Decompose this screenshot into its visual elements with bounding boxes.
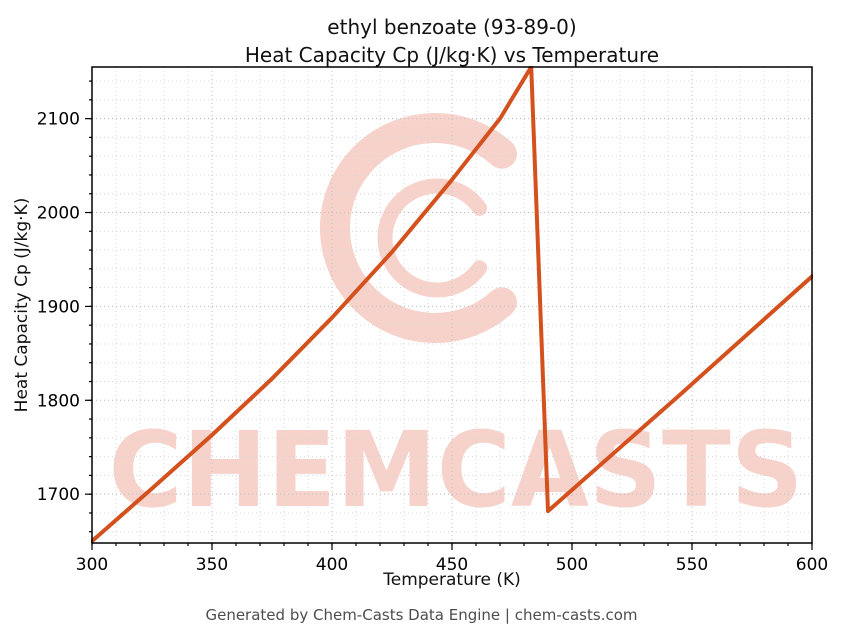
chart-title: ethyl benzoate (93-89-0) Heat Capacity C… [92, 13, 812, 69]
y-tick-label: 1700 [37, 485, 80, 505]
x-tick-label: 400 [316, 555, 348, 575]
chart-title-line1: ethyl benzoate (93-89-0) [327, 15, 577, 39]
major-gridlines [92, 67, 812, 543]
y-tick-label: 1900 [37, 297, 80, 317]
x-tick-label: 450 [436, 555, 468, 575]
footer-text: Generated by Chem-Casts Data Engine | ch… [205, 606, 638, 624]
x-tick-label: 350 [196, 555, 228, 575]
x-axis-label: Temperature (K) [383, 570, 521, 590]
cp-line-series [91, 66, 813, 544]
y-tick-label: 1800 [37, 391, 80, 411]
y-tick-label: 2000 [37, 204, 80, 224]
watermark-text: CHEMCASTS [109, 409, 804, 531]
x-tick-label: 500 [556, 555, 588, 575]
watermark-logo-icon [319, 113, 517, 343]
x-tick-label: 300 [76, 555, 108, 575]
x-tick-label: 550 [676, 555, 708, 575]
chart-title-line2: Heat Capacity Cp (J/kg·K) vs Temperature [244, 43, 660, 67]
watermark: CHEMCASTS [109, 113, 804, 531]
y-tick-label: 2100 [37, 110, 80, 130]
x-tick-label: 600 [796, 555, 828, 575]
tick-marks [85, 80, 813, 550]
